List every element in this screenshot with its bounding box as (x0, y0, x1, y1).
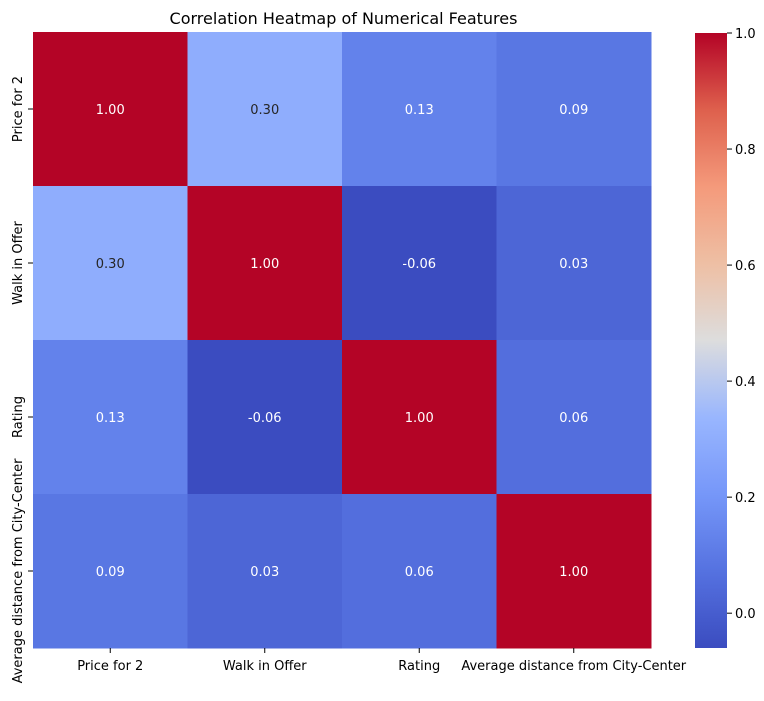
cell-value-label: 0.03 (559, 257, 588, 272)
y-axis: Price for 2 Walk in Offer Rating Average di… (11, 76, 33, 683)
heatmap-cell (187, 340, 343, 495)
heatmap-cell (33, 340, 188, 495)
colorbar-tick-label: 0.4 (735, 375, 756, 390)
y-tick-label: Rating (11, 396, 26, 438)
cell-value-label: 1.00 (250, 257, 279, 272)
cell-value-label: 1.00 (96, 103, 125, 118)
heatmap-cells (33, 32, 652, 649)
x-tick-label: Walk in Offer (223, 659, 307, 674)
heatmap-cell (496, 32, 652, 187)
heatmap-cell-labels: 1.00 0.30 0.13 0.09 0.30 1.00 -0.06 0.03 0.13 -0.… (96, 103, 588, 580)
x-tick-label: Rating (398, 659, 440, 674)
colorbar-tick-label: 1.0 (735, 27, 756, 42)
heatmap-cell (496, 186, 652, 341)
cell-value-label: 0.09 (559, 103, 588, 118)
colorbar-gradient (695, 33, 727, 648)
colorbar-tick-label: 0.2 (735, 491, 756, 506)
cell-value-label: 0.30 (96, 257, 125, 272)
cell-value-label: 0.13 (405, 103, 434, 118)
x-tick-label: Price for 2 (77, 659, 143, 674)
heatmap-cell (33, 186, 188, 341)
y-tick-label: Walk in Offer (11, 220, 26, 304)
chart-title: Correlation Heatmap of Numerical Feature… (170, 9, 518, 28)
cell-value-label: 0.03 (250, 565, 279, 580)
colorbar-tick-label: 0.6 (735, 259, 756, 274)
x-axis: Price for 2 Walk in Offer Rating Average di… (77, 648, 687, 674)
colorbar-axis: 0.0 0.2 0.4 0.6 0.8 1.0 (727, 27, 756, 622)
heatmap-cell (496, 340, 652, 495)
colorbar (695, 33, 727, 648)
cell-value-label: 0.06 (405, 565, 434, 580)
heatmap-cell (187, 32, 343, 187)
colorbar-tick-label: 0.0 (735, 607, 756, 622)
cell-value-label: 1.00 (405, 411, 434, 426)
heatmap-cell (496, 494, 652, 649)
x-tick-label: Average distance from City-Center (461, 659, 686, 674)
heatmap-cell (33, 494, 188, 649)
heatmap-cell (33, 32, 188, 187)
cell-value-label: 0.06 (559, 411, 588, 426)
cell-value-label: 0.09 (96, 565, 125, 580)
cell-value-label: 0.13 (96, 411, 125, 426)
heatmap-cell (187, 186, 343, 341)
cell-value-label: 1.00 (559, 565, 588, 580)
cell-value-label: 0.30 (250, 103, 279, 118)
heatmap-cell (342, 340, 497, 495)
heatmap-cell (342, 494, 497, 649)
cell-value-label: -0.06 (248, 411, 282, 426)
heatmap-cell (342, 186, 497, 341)
cell-value-label: -0.06 (402, 257, 436, 272)
heatmap-cell (187, 494, 343, 649)
heatmap-cell (342, 32, 497, 187)
y-tick-label: Average distance from City-Center (11, 458, 26, 683)
colorbar-tick-label: 0.8 (735, 143, 756, 158)
y-tick-label: Price for 2 (11, 76, 26, 142)
